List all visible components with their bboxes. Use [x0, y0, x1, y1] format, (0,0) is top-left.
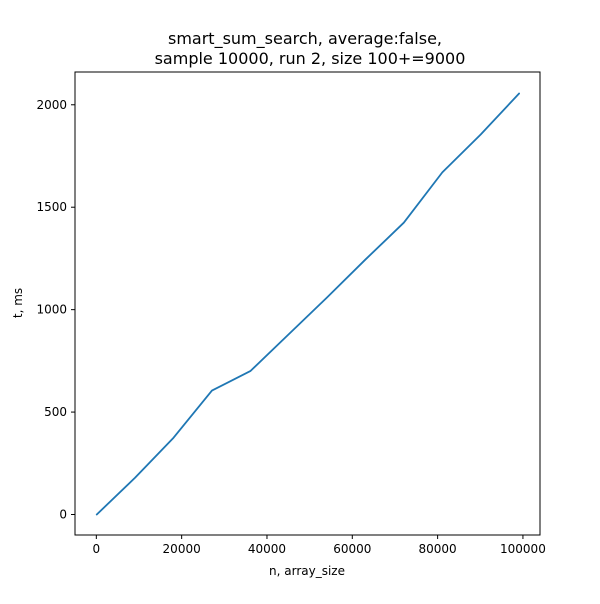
- chart-title-line-1: smart_sum_search, average:false,: [168, 29, 442, 49]
- x-axis-label: n, array_size: [269, 564, 345, 578]
- y-tick-label: 1000: [36, 303, 67, 317]
- x-tick-label: 100000: [500, 542, 546, 556]
- x-tick-label: 60000: [333, 542, 371, 556]
- y-tick-label: 500: [44, 405, 67, 419]
- x-tick-label: 20000: [163, 542, 201, 556]
- y-tick-label: 0: [59, 508, 67, 522]
- x-tick-label: 0: [93, 542, 101, 556]
- y-tick-label: 1500: [36, 200, 67, 214]
- y-axis-label: t, ms: [11, 288, 25, 318]
- y-tick-label: 2000: [36, 98, 67, 112]
- chart-title-line-2: sample 10000, run 2, size 100+=9000: [155, 49, 466, 68]
- x-tick-label: 40000: [248, 542, 286, 556]
- x-tick-label: 80000: [419, 542, 457, 556]
